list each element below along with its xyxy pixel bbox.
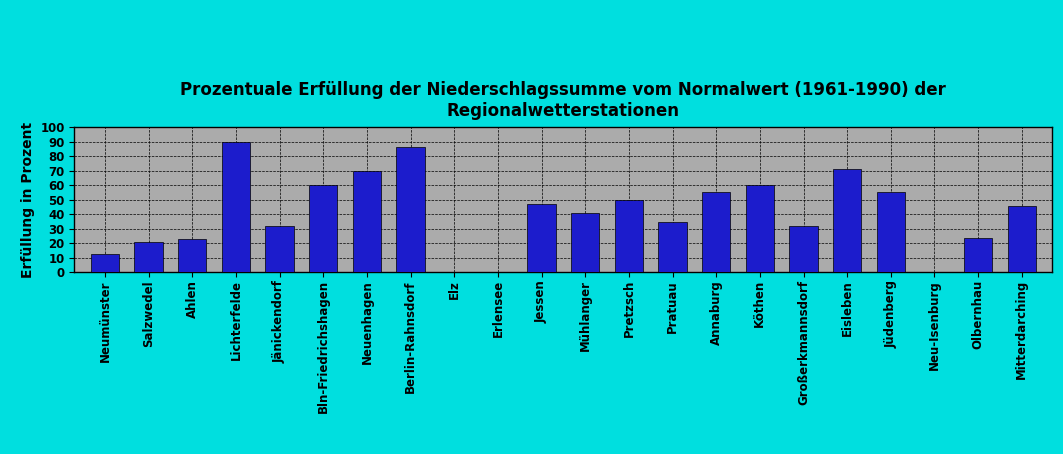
Bar [614, 200, 643, 272]
Bar [90, 253, 119, 272]
Title: Prozentuale Erfüllung der Niederschlagssumme vom Normalwert (1961-1990) der
Regi: Prozentuale Erfüllung der Niederschlagss… [181, 81, 946, 120]
Bar [745, 185, 774, 272]
Bar [179, 239, 206, 272]
Bar [309, 185, 337, 272]
Y-axis label: Erfüllung in Prozent: Erfüllung in Prozent [21, 122, 35, 278]
Bar [833, 169, 861, 272]
Bar [353, 171, 382, 272]
Bar [702, 192, 730, 272]
Bar [571, 213, 600, 272]
Bar [964, 237, 993, 272]
Bar [134, 242, 163, 272]
Bar [1008, 206, 1036, 272]
Bar [222, 142, 250, 272]
Bar [396, 148, 425, 272]
Bar [877, 192, 905, 272]
Bar [527, 204, 556, 272]
Bar [266, 226, 293, 272]
Bar [790, 226, 817, 272]
Bar [658, 222, 687, 272]
